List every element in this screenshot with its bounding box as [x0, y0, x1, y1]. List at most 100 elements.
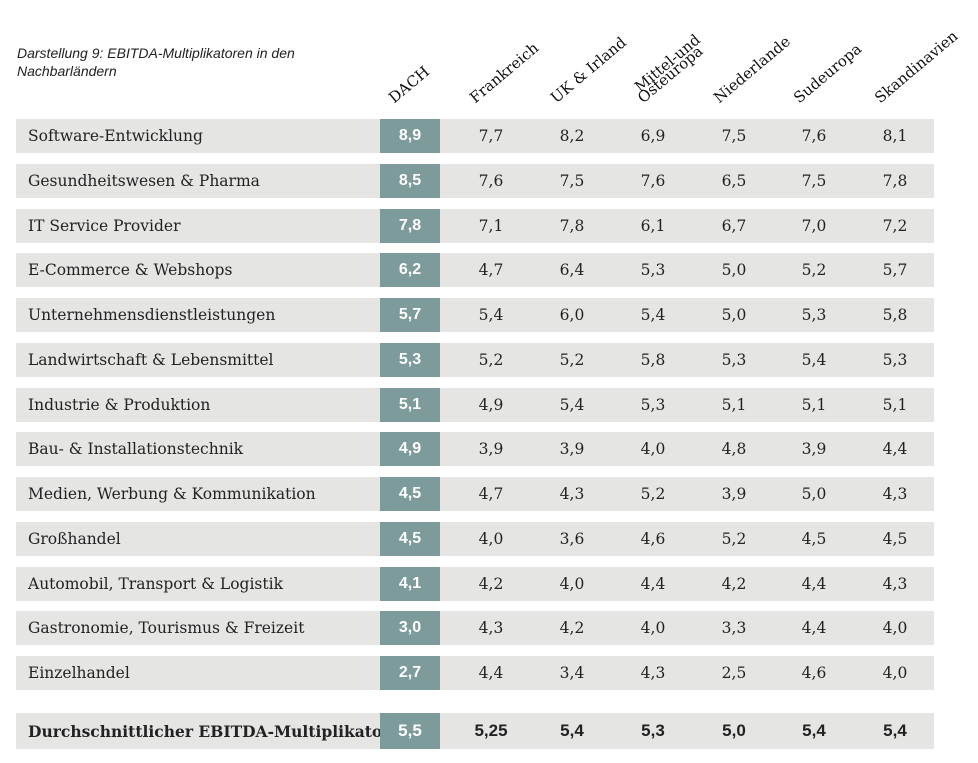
value-cell-niederlande: 5,0 — [722, 721, 746, 740]
value-cell-mittel-und-osteuropa: 4,0 — [640, 619, 666, 637]
value-cell-frankreich: 4,2 — [478, 575, 504, 593]
value-cell-frankreich: 4,4 — [478, 664, 504, 682]
value-cell-uk-irland: 4,3 — [559, 485, 585, 503]
row-label: Automobil, Transport & Logistik — [28, 575, 283, 593]
value-cell-frankreich: 7,6 — [478, 172, 504, 190]
column-header-label: Skandinavien — [871, 26, 962, 107]
value-cell-frankreich: 4,9 — [478, 396, 504, 414]
value-cell-frankreich: 7,1 — [478, 217, 504, 235]
value-cell-sudeuropa: 4,4 — [801, 575, 827, 593]
value-cell-dach: 4,5 — [380, 522, 440, 556]
row-label: Unternehmensdienstleistungen — [28, 306, 276, 324]
row-label: Gastronomie, Tourismus & Freizeit — [28, 619, 305, 637]
table-row: Automobil, Transport & Logistik 4,1 4,2 4,0… — [16, 567, 934, 601]
value-cell-niederlande: 5,0 — [721, 261, 747, 279]
row-label: Großhandel — [28, 530, 121, 548]
value-cell-niederlande: 4,2 — [721, 575, 747, 593]
value-cell-sudeuropa: 5,0 — [801, 485, 827, 503]
value-cell-mittel-und-osteuropa: 4,6 — [640, 530, 666, 548]
row-label: Einzelhandel — [28, 664, 130, 682]
value-cell-niederlande: 3,3 — [721, 619, 747, 637]
value-cell-skandinavien: 4,3 — [882, 485, 908, 503]
value-cell-uk-irland: 6,0 — [559, 306, 585, 324]
value-cell-uk-irland: 5,4 — [560, 721, 584, 740]
value-cell-sudeuropa: 5,4 — [801, 351, 827, 369]
value-cell-frankreich: 4,0 — [478, 530, 504, 548]
value-cell-skandinavien: 5,8 — [882, 306, 908, 324]
row-label: Bau- & Installationstechnik — [28, 440, 244, 458]
value-cell-uk-irland: 7,5 — [559, 172, 585, 190]
value-cell-uk-irland: 5,4 — [559, 396, 585, 414]
value-cell-niederlande: 5,3 — [721, 351, 747, 369]
average-label: Durchschnittlicher EBITDA-Multiplikator — [28, 721, 391, 741]
value-cell-uk-irland: 8,2 — [559, 127, 585, 145]
column-header-label: DACH — [385, 62, 433, 107]
row-label: IT Service Provider — [28, 217, 181, 235]
table-row: Gastronomie, Tourismus & Freizeit 3,0 4,3 4… — [16, 611, 934, 645]
value-cell-mittel-und-osteuropa: 5,3 — [640, 396, 666, 414]
value-cell-mittel-und-osteuropa: 4,0 — [640, 440, 666, 458]
table-row: Landwirtschaft & Lebensmittel 5,3 5,2 5,2 5,… — [16, 343, 934, 377]
value-cell-mittel-und-osteuropa: 5,3 — [641, 721, 665, 740]
value-cell-mittel-und-osteuropa: 5,8 — [640, 351, 666, 369]
value-cell-skandinavien: 5,3 — [882, 351, 908, 369]
value-cell-niederlande: 7,5 — [721, 127, 747, 145]
row-label: Gesundheitswesen & Pharma — [28, 172, 260, 190]
value-cell-frankreich: 5,4 — [478, 306, 504, 324]
value-cell-sudeuropa: 4,4 — [801, 619, 827, 637]
value-cell-dach: 8,9 — [380, 119, 440, 153]
value-cell-sudeuropa: 7,0 — [801, 217, 827, 235]
value-cell-uk-irland: 4,0 — [559, 575, 585, 593]
table-row: Unternehmensdienstleistungen 5,7 5,4 6,0 5,4… — [16, 298, 934, 332]
value-cell-niederlande: 5,0 — [721, 306, 747, 324]
value-cell-uk-irland: 7,8 — [559, 217, 585, 235]
value-cell-mittel-und-osteuropa: 4,4 — [640, 575, 666, 593]
value-cell-skandinavien: 4,4 — [882, 440, 908, 458]
row-label: Industrie & Produktion — [28, 396, 211, 414]
value-cell-dach: 3,0 — [380, 611, 440, 645]
value-cell-frankreich: 4,3 — [478, 619, 504, 637]
value-cell-uk-irland: 4,2 — [559, 619, 585, 637]
value-cell-dach: 8,5 — [380, 164, 440, 198]
value-cell-skandinavien: 4,0 — [882, 664, 908, 682]
value-cell-frankreich: 4,7 — [478, 261, 504, 279]
value-cell-uk-irland: 6,4 — [559, 261, 585, 279]
table-row: Software-Entwicklung 8,9 7,7 8,2 6,9 7,5 7,6 8,… — [16, 119, 934, 153]
value-cell-sudeuropa: 3,9 — [801, 440, 827, 458]
column-header-label: Sudeuropa — [790, 39, 866, 107]
value-cell-frankreich: 4,7 — [478, 485, 504, 503]
column-header-label: Frankreich — [466, 38, 543, 107]
value-cell-skandinavien: 5,1 — [882, 396, 908, 414]
value-cell-dach: 5,3 — [380, 343, 440, 377]
value-cell-niederlande: 4,8 — [721, 440, 747, 458]
value-cell-uk-irland: 5,2 — [559, 351, 585, 369]
table-row: Medien, Werbung & Kommunikation 4,5 4,7 4,3… — [16, 477, 934, 511]
table-row: Großhandel 4,5 4,0 3,6 4,6 5,2 4,5 4,5 — [16, 522, 934, 556]
value-cell-niederlande: 5,2 — [721, 530, 747, 548]
value-cell-frankreich: 3,9 — [478, 440, 504, 458]
value-cell-dach: 5,5 — [380, 713, 440, 749]
value-cell-mittel-und-osteuropa: 5,4 — [640, 306, 666, 324]
value-cell-dach: 4,5 — [380, 477, 440, 511]
value-cell-sudeuropa: 5,4 — [802, 721, 826, 740]
value-cell-niederlande: 6,5 — [721, 172, 747, 190]
table-row: Bau- & Installationstechnik 4,9 3,9 3,9 4,0 4… — [16, 432, 934, 466]
value-cell-dach: 4,1 — [380, 567, 440, 601]
average-row: Durchschnittlicher EBITDA-Multiplikator 5… — [16, 713, 934, 749]
value-cell-mittel-und-osteuropa: 7,6 — [640, 172, 666, 190]
value-cell-mittel-und-osteuropa: 5,2 — [640, 485, 666, 503]
value-cell-sudeuropa: 5,1 — [801, 396, 827, 414]
value-cell-dach: 2,7 — [380, 656, 440, 690]
value-cell-niederlande: 2,5 — [721, 664, 747, 682]
chart-title: Darstellung 9: EBITDA-Multiplikatoren in… — [17, 45, 295, 79]
value-cell-dach: 4,9 — [380, 432, 440, 466]
value-cell-mittel-und-osteuropa: 4,3 — [640, 664, 666, 682]
value-cell-uk-irland: 3,9 — [559, 440, 585, 458]
value-cell-dach: 6,2 — [380, 253, 440, 287]
value-cell-skandinavien: 5,7 — [882, 261, 908, 279]
value-cell-dach: 5,1 — [380, 388, 440, 422]
value-cell-skandinavien: 5,4 — [883, 721, 907, 740]
value-cell-uk-irland: 3,4 — [559, 664, 585, 682]
value-cell-skandinavien: 4,0 — [882, 619, 908, 637]
table-row: E-Commerce & Webshops 6,2 4,7 6,4 5,3 5,0 5,2 5… — [16, 253, 934, 287]
